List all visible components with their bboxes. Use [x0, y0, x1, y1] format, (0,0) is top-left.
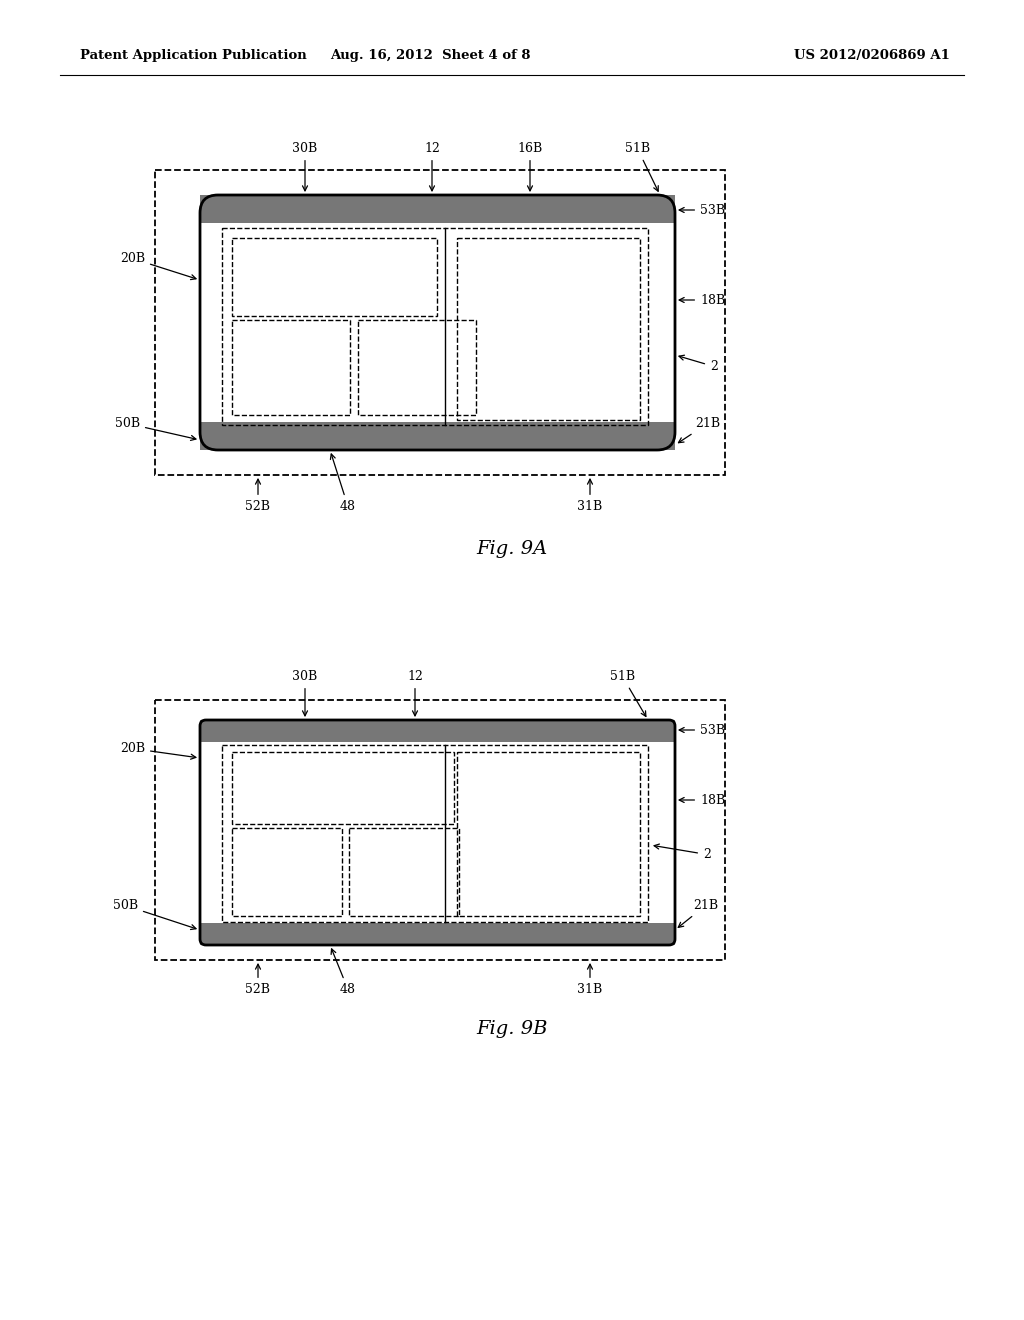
Text: Fig. 9A: Fig. 9A — [476, 540, 548, 558]
Text: 20B: 20B — [120, 252, 196, 280]
Text: 2: 2 — [654, 843, 711, 861]
Bar — [457, 752, 640, 916]
Bar — [222, 228, 648, 425]
Text: 31B: 31B — [578, 479, 603, 513]
Text: 30B: 30B — [293, 671, 317, 715]
Text: 48: 48 — [331, 949, 356, 997]
Text: Patent Application Publication: Patent Application Publication — [80, 49, 307, 62]
Text: 51B: 51B — [625, 143, 658, 191]
Bar — [349, 828, 459, 916]
Bar — [200, 422, 675, 450]
FancyBboxPatch shape — [200, 719, 675, 945]
Text: 12: 12 — [408, 671, 423, 715]
Text: 12: 12 — [424, 143, 440, 191]
FancyBboxPatch shape — [200, 195, 675, 450]
Bar — [200, 195, 675, 223]
Text: Fig. 9B: Fig. 9B — [476, 1020, 548, 1038]
Text: 20B: 20B — [120, 742, 196, 759]
Text: 52B: 52B — [246, 964, 270, 997]
Text: 50B: 50B — [115, 417, 196, 441]
Text: 50B: 50B — [113, 899, 196, 929]
Bar — [155, 170, 725, 475]
Text: 53B: 53B — [679, 203, 725, 216]
Text: 48: 48 — [331, 454, 356, 513]
Text: 16B: 16B — [517, 143, 543, 191]
Text: 21B: 21B — [678, 899, 718, 928]
Text: 31B: 31B — [578, 964, 603, 997]
Text: 18B: 18B — [679, 793, 725, 807]
Text: 21B: 21B — [679, 417, 720, 442]
Bar — [457, 238, 640, 420]
Text: 30B: 30B — [293, 143, 317, 191]
Bar — [232, 319, 350, 414]
Bar — [200, 719, 675, 742]
Text: 53B: 53B — [679, 723, 725, 737]
Text: Aug. 16, 2012  Sheet 4 of 8: Aug. 16, 2012 Sheet 4 of 8 — [330, 49, 530, 62]
Text: 51B: 51B — [610, 671, 646, 717]
Text: US 2012/0206869 A1: US 2012/0206869 A1 — [795, 49, 950, 62]
Text: 2: 2 — [679, 355, 718, 374]
Text: 18B: 18B — [679, 293, 725, 306]
Text: 52B: 52B — [246, 479, 270, 513]
Bar — [232, 752, 454, 824]
Bar — [222, 744, 648, 921]
Bar — [232, 828, 342, 916]
Bar — [200, 923, 675, 945]
Bar — [358, 319, 476, 414]
Bar — [155, 700, 725, 960]
Bar — [232, 238, 437, 315]
